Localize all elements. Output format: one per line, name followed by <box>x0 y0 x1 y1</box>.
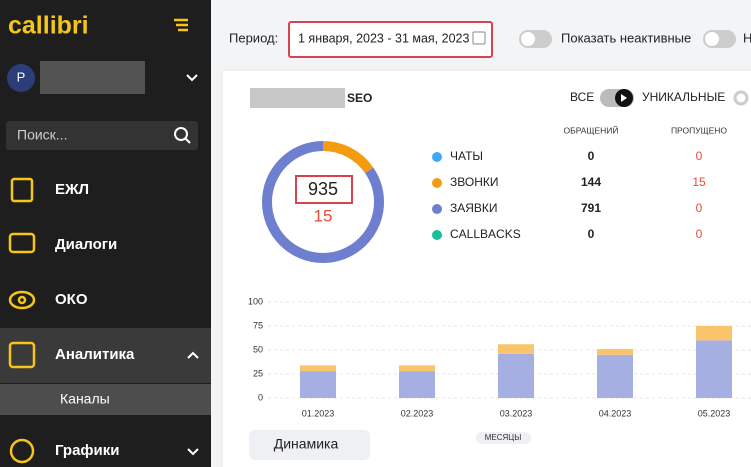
row-missed: 0 <box>696 227 703 241</box>
menu-item[interactable]: Графики <box>55 442 120 459</box>
column-header: ПРОПУЩЕНО <box>671 125 727 135</box>
row-calls: 791 <box>581 201 601 215</box>
settings-icon[interactable] <box>733 90 749 106</box>
submenu-item[interactable]: Каналы <box>60 391 110 407</box>
period-input[interactable] <box>288 21 493 58</box>
period-value: 1 января, 2023 - 31 мая, 2023 <box>298 31 469 45</box>
bar-segment <box>399 371 435 398</box>
x-label-pill <box>476 432 531 444</box>
dynamics-button[interactable] <box>249 430 370 460</box>
avatar[interactable] <box>7 64 35 92</box>
bar-segment <box>498 344 534 354</box>
blurred-title <box>250 88 345 108</box>
legend-dot <box>432 204 442 214</box>
blurred-name <box>40 61 145 94</box>
bar-segment <box>597 354 633 398</box>
y-tick-label: 75 <box>253 320 263 330</box>
search-icon[interactable] <box>174 127 188 141</box>
y-tick-label: 50 <box>253 344 263 354</box>
period-label: Период: <box>229 30 278 45</box>
search-placeholder: Поиск... <box>17 127 67 143</box>
chevrons <box>187 351 199 456</box>
x-tick-label: 01.2023 <box>302 408 335 418</box>
bar-segment <box>300 365 336 372</box>
bar-segment <box>399 365 435 372</box>
toggle-label: Показать неактивные <box>561 30 691 45</box>
menu-toggle[interactable] <box>174 18 188 32</box>
calendar-icon[interactable] <box>472 31 486 45</box>
donut-segment <box>262 141 384 263</box>
bar-segment <box>696 340 732 398</box>
menu-item[interactable]: ОКО <box>55 291 88 308</box>
row-name: ЗВОНКИ <box>450 175 498 189</box>
row-calls: 144 <box>581 175 601 189</box>
legend-dot <box>432 178 442 188</box>
y-tick-label: 25 <box>253 368 263 378</box>
y-tick-label: 0 <box>258 392 263 402</box>
menu-item[interactable]: Аналитика <box>55 346 135 363</box>
mode-all[interactable]: ВСЕ <box>570 90 594 104</box>
x-tick-label: 02.2023 <box>401 408 434 418</box>
avatar-letter: Р <box>17 69 26 84</box>
logo: callibri <box>8 12 89 40</box>
total-missed: 15 <box>314 206 333 225</box>
menu-icons <box>8 177 36 464</box>
row-calls: 0 <box>588 149 595 163</box>
legend-dot <box>432 230 442 240</box>
chevron[interactable] <box>186 74 198 82</box>
row-name: CALLBACKS <box>450 227 521 241</box>
row-name: ЗАЯВКИ <box>450 201 498 215</box>
menu-item[interactable]: ЕЖЛ <box>55 181 89 198</box>
x-tick-label: 04.2023 <box>599 408 632 418</box>
search-box[interactable] <box>6 121 198 150</box>
submenu-row <box>0 384 211 415</box>
toggle-label-cut: Н <box>743 30 751 45</box>
bar-segment <box>498 353 534 398</box>
card <box>221 69 751 467</box>
menu-item[interactable]: Диалоги <box>55 236 117 253</box>
y-tick-label: 100 <box>248 296 263 306</box>
bar-segment <box>300 371 336 398</box>
row-missed: 0 <box>696 201 703 215</box>
x-axis-label: МЕСЯЦЫ <box>485 433 522 442</box>
dynamics-label: Динамика <box>274 436 339 452</box>
bar-segment <box>696 326 732 341</box>
highlight <box>295 175 353 204</box>
total: 935 <box>308 179 338 199</box>
row-name: ЧАТЫ <box>450 149 483 163</box>
x-tick-label: 03.2023 <box>500 408 533 418</box>
x-tick-label: 05.2023 <box>698 408 731 418</box>
row-missed: 15 <box>692 175 706 189</box>
row-calls: 0 <box>588 227 595 241</box>
widget-title: SEO <box>347 91 372 105</box>
mode-unique[interactable]: УНИКАЛЬНЫЕ <box>642 90 725 104</box>
bar-segment <box>597 349 633 355</box>
row-missed: 0 <box>696 149 703 163</box>
column-header: ОБРАЩЕНИЙ <box>564 124 619 135</box>
legend-dot <box>432 152 442 162</box>
